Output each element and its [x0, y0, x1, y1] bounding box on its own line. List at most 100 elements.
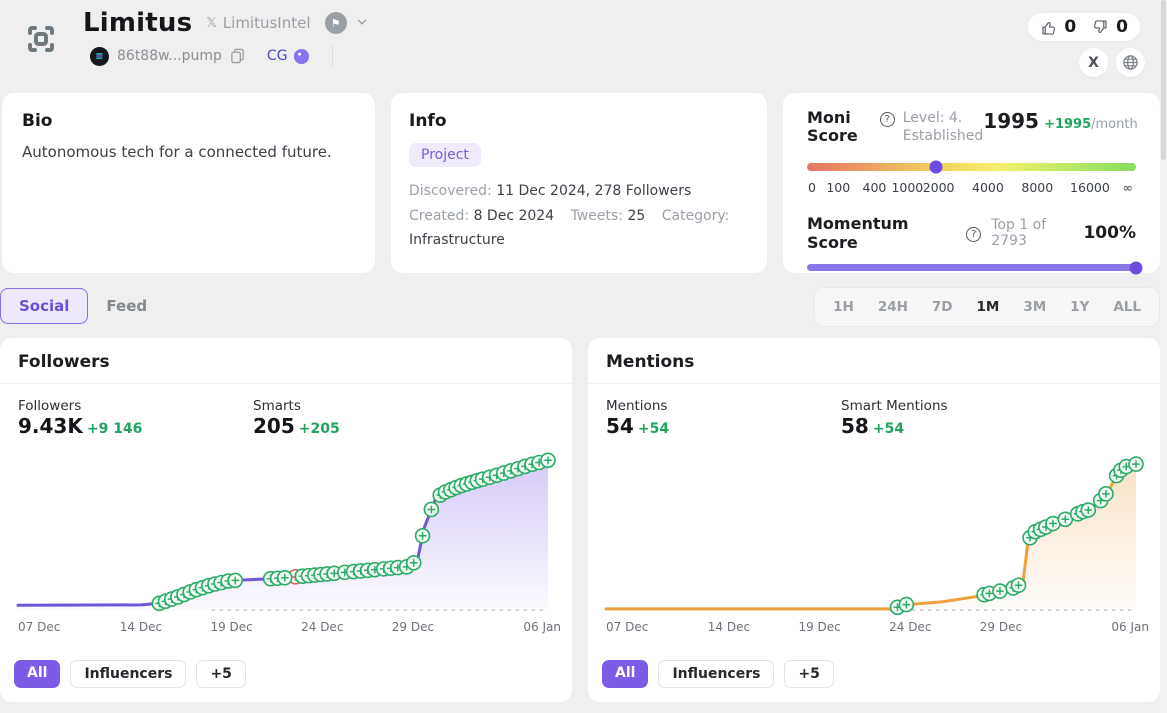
thumbs-down-icon [1094, 19, 1107, 33]
timerange-24h[interactable]: 24H [877, 299, 908, 315]
timerange-3m[interactable]: 3M [1023, 299, 1047, 315]
moni-scale-label: 1000 [891, 180, 924, 195]
momentum-bar [807, 261, 1143, 274]
discovered-line: Discovered: 11 Dec 2024, 278 Followers [409, 183, 692, 199]
momentum-value: 100% [1083, 223, 1136, 243]
mentions-card-title: Mentions [588, 338, 1160, 384]
mentions-delta: +54 [637, 421, 670, 437]
view-tabs: Social Feed [0, 288, 165, 324]
x-tick-label: 29 Dec [391, 620, 435, 634]
info-card: Info Project Discovered: 11 Dec 2024, 27… [391, 93, 767, 273]
moni-score-scale: 0 100 400 1000 2000 4000 8000 16000 ∞ [807, 180, 1136, 196]
mentions-stat: Mentions 54 +54 [606, 398, 670, 438]
mentions-chip-influencers[interactable]: Influencers [658, 660, 775, 688]
timerange-all[interactable]: ALL [1113, 299, 1141, 315]
gem-icon [293, 48, 309, 64]
momentum-dot[interactable] [1129, 261, 1143, 274]
divider [331, 46, 333, 66]
globe-icon [1123, 55, 1138, 70]
followers-chart-svg[interactable] [14, 442, 558, 620]
x-icon: 𝕏 [206, 15, 217, 31]
like-button[interactable]: 0 [1040, 17, 1076, 37]
followers-chip-all[interactable]: All [14, 660, 61, 688]
moni-score-title: Moni Score [807, 108, 858, 146]
x-tick-label: 07 Dec [606, 620, 649, 634]
moni-score-dot[interactable] [929, 160, 943, 174]
x-tick-label: 14 Dec [707, 620, 751, 634]
mentions-chip-all[interactable]: All [602, 660, 649, 688]
logo-icon [28, 26, 54, 52]
help-icon[interactable]: ? [879, 112, 895, 127]
moni-scale-label: 100 [826, 180, 851, 195]
x-tick-label: 19 Dec [210, 620, 253, 634]
moni-scale-label: 400 [862, 180, 887, 195]
bio-text: Autonomous tech for a connected future. [22, 143, 332, 161]
page-title: Limitus [83, 8, 193, 38]
followers-x-axis: 07 Dec 14 Dec 19 Dec 24 Dec 29 Dec 06 Jan [14, 620, 561, 636]
followers-delta: +9 146 [86, 421, 143, 437]
mentions-event-markers [889, 456, 1144, 616]
score-delta: +1995 [1044, 117, 1092, 132]
followers-chip-influencers[interactable]: Influencers [70, 660, 187, 688]
followers-stat: Followers 9.43K +9 146 [18, 398, 143, 438]
website-button[interactable] [1116, 48, 1145, 77]
chevron-down-icon[interactable] [355, 14, 369, 33]
x-tick-label: 29 Dec [979, 620, 1023, 634]
coingecko-link[interactable]: CG [267, 48, 310, 65]
created-line: Created: 8 Dec 2024 Tweets: 25 Category:… [409, 207, 730, 249]
x-icon: X [1088, 54, 1099, 71]
scrollbar[interactable] [1160, 0, 1167, 713]
flag-badge[interactable]: ⚑ [324, 12, 347, 34]
thumbs-up-icon [1042, 21, 1056, 35]
dislike-button[interactable]: 0 [1092, 17, 1128, 37]
help-icon[interactable]: ? [966, 227, 982, 242]
momentum-title: Momentum Score [807, 214, 909, 252]
twitter-handle[interactable]: 𝕏 LimitusIntel [206, 14, 311, 32]
timerange-1h[interactable]: 1H [833, 299, 854, 315]
timerange-1m[interactable]: 1M [976, 299, 1000, 315]
moni-score-card: Moni Score ? Level: 4. Established 1995 … [783, 93, 1160, 274]
timerange-7d[interactable]: 7D [931, 299, 953, 315]
smart-mentions-stat: Smart Mentions 58 +54 [841, 398, 948, 438]
timerange-group: 1H 24H 7D 1M 3M 1Y ALL [814, 287, 1160, 327]
x-tick-label: 06 Jan [1111, 620, 1150, 634]
momentum-rank: Top 1 of 2793 [991, 217, 1047, 249]
smarts-stat: Smarts 205 +205 [253, 398, 340, 438]
followers-card-title: Followers [0, 338, 572, 384]
moni-scale-label: 0 [807, 180, 816, 195]
x-tick-label: 14 Dec [119, 620, 163, 634]
mentions-filter-chips: All Influencers +5 [602, 660, 834, 688]
x-tick-label: 07 Dec [18, 620, 61, 634]
smarts-delta: +205 [298, 421, 340, 437]
moni-scale-label: 2000 [922, 180, 955, 195]
x-tick-label: 24 Dec [889, 620, 932, 634]
moni-scale-label: ∞ [1122, 180, 1133, 195]
info-title: Info [409, 111, 447, 131]
project-tag: Project [409, 143, 481, 167]
moni-scale-label: 8000 [1021, 180, 1054, 195]
vote-pill: 0 0 [1028, 13, 1140, 41]
mentions-chip-plus5[interactable]: +5 [784, 660, 834, 688]
moni-scale-label: 16000 [1070, 180, 1110, 195]
x-tick-label: 24 Dec [301, 620, 344, 634]
followers-card: Followers Followers 9.43K +9 146 Smarts 2… [0, 338, 572, 702]
bio-title: Bio [22, 111, 53, 131]
mentions-card: Mentions Mentions 54 +54 Smart Mentions 5… [588, 338, 1160, 702]
page-header: Limitus 𝕏 LimitusIntel ⚑ 86t88w...pump C… [0, 0, 1167, 93]
followers-filter-chips: All Influencers +5 [14, 660, 246, 688]
tab-feed[interactable]: Feed [106, 297, 148, 315]
moni-score-gauge [807, 160, 1136, 174]
scrollbar-thumb[interactable] [1161, 0, 1166, 160]
followers-event-markers [151, 452, 556, 612]
tab-social[interactable]: Social [0, 288, 89, 324]
x-tick-label: 19 Dec [798, 620, 841, 634]
copy-icon[interactable] [230, 48, 245, 64]
x-profile-button[interactable]: X [1079, 48, 1108, 77]
followers-chip-plus5[interactable]: +5 [196, 660, 246, 688]
solana-icon [90, 46, 109, 66]
bio-card: Bio Autonomous tech for a connected futu… [2, 93, 375, 273]
timerange-1y[interactable]: 1Y [1070, 299, 1090, 315]
score-value: 1995 +1995/month [983, 109, 1138, 133]
mentions-chart-svg[interactable] [602, 442, 1146, 620]
moni-scale-label: 4000 [972, 180, 1004, 195]
